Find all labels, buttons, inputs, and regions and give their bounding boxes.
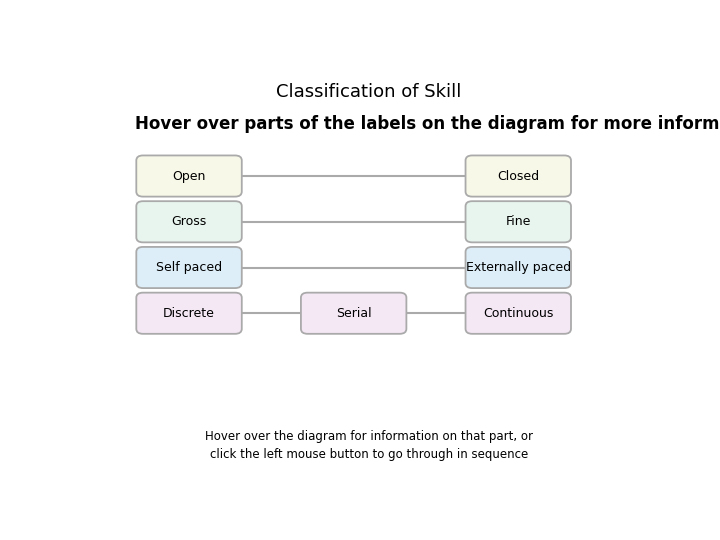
FancyBboxPatch shape [136, 156, 242, 197]
Text: Closed: Closed [498, 170, 539, 183]
Text: Hover over parts of the labels on the diagram for more information: Hover over parts of the labels on the di… [135, 115, 720, 133]
FancyBboxPatch shape [466, 247, 571, 288]
Text: Externally paced: Externally paced [466, 261, 571, 274]
Text: Fine: Fine [505, 215, 531, 228]
Text: Open: Open [172, 170, 206, 183]
FancyBboxPatch shape [136, 247, 242, 288]
FancyBboxPatch shape [136, 293, 242, 334]
FancyBboxPatch shape [466, 201, 571, 242]
Text: Hover over the diagram for information on that part, or
click the left mouse but: Hover over the diagram for information o… [205, 430, 533, 461]
Text: Self paced: Self paced [156, 261, 222, 274]
FancyBboxPatch shape [301, 293, 406, 334]
FancyBboxPatch shape [466, 293, 571, 334]
Text: Serial: Serial [336, 307, 372, 320]
FancyBboxPatch shape [136, 201, 242, 242]
Text: Discrete: Discrete [163, 307, 215, 320]
Text: Gross: Gross [171, 215, 207, 228]
FancyBboxPatch shape [466, 156, 571, 197]
Text: Continuous: Continuous [483, 307, 554, 320]
Text: Classification of Skill: Classification of Skill [276, 83, 462, 101]
